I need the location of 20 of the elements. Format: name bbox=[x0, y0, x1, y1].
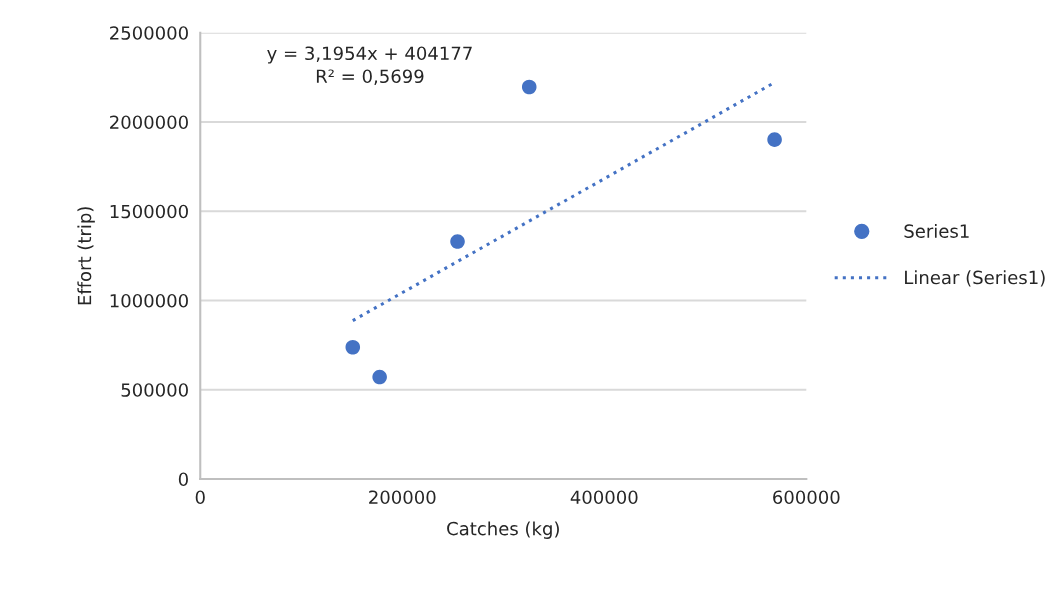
point bbox=[450, 234, 465, 249]
y-tick-label: 1500000 bbox=[110, 204, 188, 219]
y-tick-label: 2000000 bbox=[110, 115, 188, 130]
legend-label: Series1 bbox=[904, 223, 969, 238]
x-tick-label: 0 bbox=[195, 490, 205, 505]
annotation: y = 3,1954x + 404177 R² = 0,5699 bbox=[267, 46, 472, 85]
x-axis-title: Catches (kg) bbox=[447, 521, 559, 539]
y-axis-title: Effort (trip) bbox=[77, 207, 95, 305]
y-tick-label: 500000 bbox=[121, 383, 188, 397]
y-tick-label: 0 bbox=[178, 472, 188, 487]
point bbox=[521, 79, 537, 95]
point bbox=[372, 369, 387, 385]
x-tick-label: 200000 bbox=[369, 490, 436, 505]
x-tick-label: 400000 bbox=[570, 490, 638, 505]
point bbox=[767, 132, 782, 147]
legend-label: Linear (Series1) bbox=[905, 270, 1045, 287]
x-tick-label: 600000 bbox=[773, 490, 840, 505]
y-tick-label: 1000000 bbox=[110, 293, 188, 308]
y-tick-label: 2500000 bbox=[110, 26, 188, 40]
point bbox=[345, 339, 361, 355]
